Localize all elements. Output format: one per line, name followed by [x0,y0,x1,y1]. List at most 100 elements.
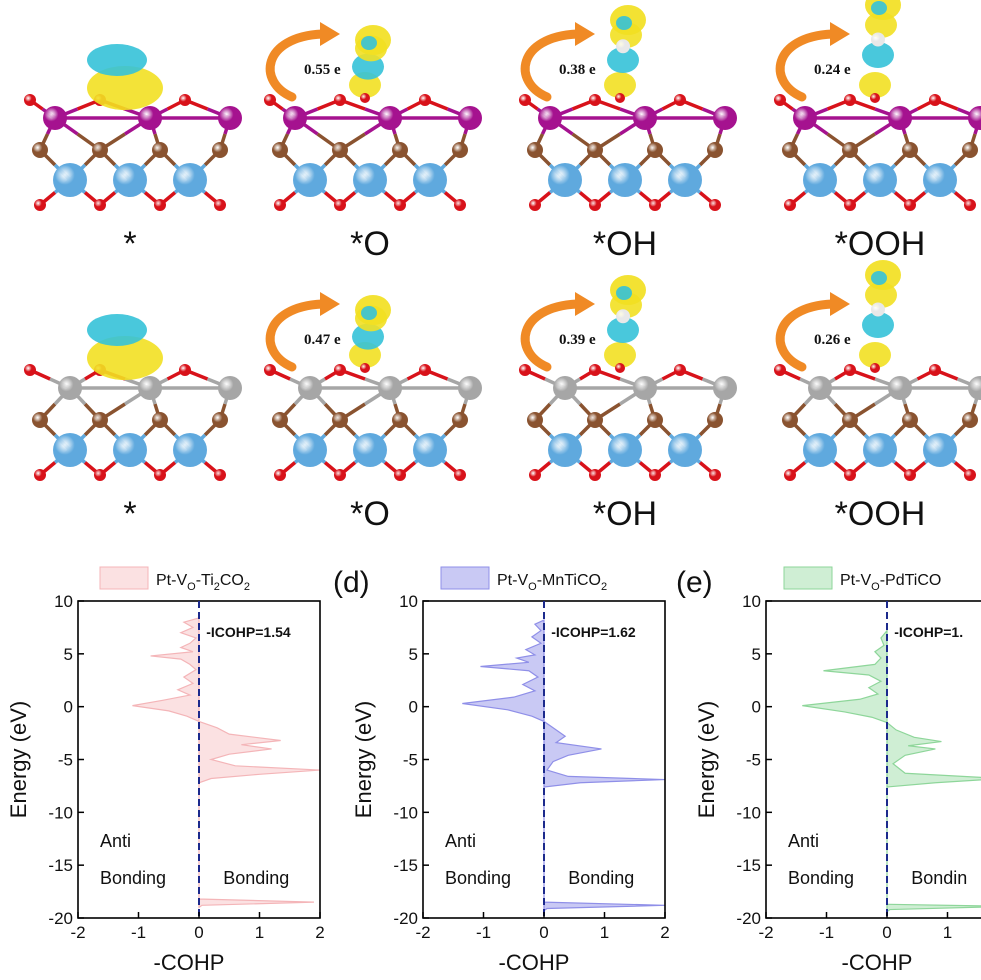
metal-atom [378,106,402,130]
legend-label: Pt-VO-MnTiCO2 [497,572,607,593]
oxygen-atom [274,469,286,481]
y-axis-label: Energy (eV) [351,701,376,818]
panel-letter: (e) [676,566,713,599]
metal-atom [218,106,242,130]
y-tick-label: -5 [58,751,73,770]
oxygen-atom [649,199,661,211]
y-tick-label: -20 [393,909,418,928]
oxygen-atom [929,364,941,376]
bottom-row-structure-2 [264,295,482,481]
icohp-annotation: -ICOHP=1.54 [206,624,291,640]
arrow-head-icon [575,22,595,46]
icohp-annotation: -ICOHP=1.62 [551,624,636,640]
hydrogen-region-atom [871,32,885,47]
carbon-atom [332,412,348,428]
y-tick-label: 10 [742,592,761,611]
oxygen-atom [154,469,166,481]
x-tick-label: 0 [882,923,891,942]
adsorbate-oxygen-atom [870,363,880,373]
metal-atom [378,376,402,400]
y-tick-label: -10 [48,803,73,822]
top-row-structure-3 [519,5,737,211]
x-tick-label: 1 [255,923,264,942]
metal-atom [138,106,162,130]
legend-swatch [440,566,490,590]
oxygen-atom [94,469,106,481]
bonding-label: Bondin [911,868,967,888]
oxygen-atom [844,199,856,211]
metal-atom [713,376,737,400]
y-tick-label: 0 [752,698,761,717]
oxygen-atom [214,469,226,481]
structure-label: *OH [593,225,657,263]
charge-density-cyan [607,47,639,73]
oxygen-atom [964,469,976,481]
x-axis-label: -COHP [842,950,913,975]
titanium-atom [53,163,87,197]
bonding-label: Bonding [223,868,289,888]
charge-transfer-value: 0.47 e [304,332,341,348]
carbon-atom [707,142,723,158]
y-tick-label: -5 [746,751,761,770]
y-tick-label: 0 [64,698,73,717]
x-tick-label: 1 [600,923,609,942]
oxygen-atom [454,469,466,481]
carbon-atom [212,412,228,428]
x-tick-label: 0 [539,923,548,942]
carbon-atom [272,142,288,158]
oxygen-atom [334,94,346,106]
oxygen-atom [419,94,431,106]
charge-transfer-value: 0.26 e [814,332,851,348]
anti-bonding-label: Bonding [445,868,511,888]
y-tick-label: 10 [54,592,73,611]
oxygen-atom [394,469,406,481]
structure-label: *OOH [835,495,926,533]
titanium-atom [173,433,207,467]
y-tick-label: 5 [752,645,761,664]
carbon-atom [392,412,408,428]
adsorbate-oxygen-atom [360,363,370,373]
metal-atom [888,376,912,400]
oxygen-atom [674,364,686,376]
top-row-structure-4 [774,0,981,211]
x-axis-label: -COHP [154,950,225,975]
legend-label: Pt-VO-Ti2CO2 [156,572,250,593]
oxygen-atom [454,199,466,211]
oxygen-atom [334,199,346,211]
oxygen-atom [214,199,226,211]
metal-atom [808,376,832,400]
titanium-atom [923,163,957,197]
oxygen-atom [34,199,46,211]
oxygen-atom [589,469,601,481]
y-tick-label: 0 [409,698,418,717]
oxygen-atom [179,364,191,376]
carbon-atom [902,142,918,158]
oxygen-atom [154,199,166,211]
carbon-atom [152,412,168,428]
carbon-atom [527,412,543,428]
carbon-atom [32,412,48,428]
oxygen-atom [589,364,601,376]
legend-swatch [783,566,833,590]
titanium-atom [923,433,957,467]
metal-atom [713,106,737,130]
oxygen-atom [94,199,106,211]
x-tick-label: -2 [415,923,430,942]
titanium-atom [293,433,327,467]
carbon-atom [392,142,408,158]
charge-density-yellow [87,336,163,380]
titanium-atom [113,433,147,467]
titanium-atom [413,163,447,197]
carbon-atom [962,142,978,158]
icohp-annotation: -ICOHP=1. [894,624,963,640]
oxygen-atom [844,469,856,481]
anti-bonding-label: Bonding [788,868,854,888]
charge-transfer-value: 0.38 e [559,62,596,78]
charge-density-cyan [616,16,632,30]
adsorbate-oxygen-atom [615,363,625,373]
oxygen-atom [774,94,786,106]
y-tick-label: -20 [736,909,761,928]
metal-atom [138,376,162,400]
metal-atom [538,106,562,130]
